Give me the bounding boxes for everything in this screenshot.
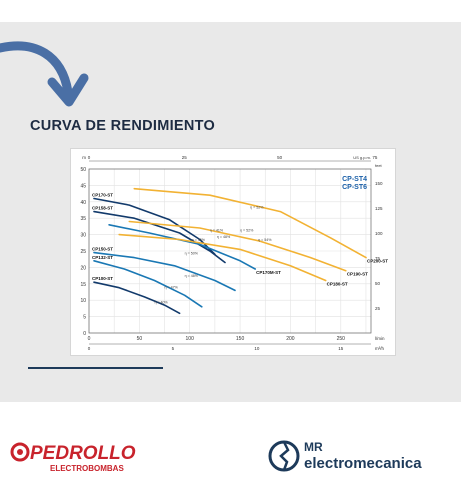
y-axis-label-m: m xyxy=(82,155,86,160)
x-tick-label-lmin: 50 xyxy=(137,336,143,342)
chart-title: CP-ST6 xyxy=(342,184,367,191)
pedrollo-subtitle: ELECTROBOMBAS xyxy=(50,464,124,473)
y-tick-label: 0 xyxy=(83,331,86,337)
y-axis-label-ft: feet xyxy=(375,163,383,168)
series-line-cp180-st xyxy=(118,233,327,282)
x-tick-label-gpm: 0 xyxy=(88,155,91,160)
x-tick-label-m3h: 5 xyxy=(172,346,175,351)
efficiency-label: η = 48% xyxy=(185,274,199,278)
x-axis-label-lmin: l/min xyxy=(375,336,385,341)
x-tick-label-gpm: 75 xyxy=(372,155,378,160)
y-tick-label: 15 xyxy=(80,282,86,288)
page-heading: CURVA DE RENDIMIENTO xyxy=(30,118,216,134)
series-line-cp190-st xyxy=(128,220,347,272)
mr-electromecanica-logo: MR electromecanica xyxy=(268,440,422,472)
series-label: CP150-ST xyxy=(92,247,113,252)
x-tick-label-m3h: 15 xyxy=(338,346,344,351)
pedrollo-logo: PEDROLLO ELECTROBOMBAS xyxy=(10,442,136,473)
x-tick-label-m3h: 10 xyxy=(254,346,260,351)
x-tick-label-m3h: 0 xyxy=(88,346,91,351)
x-axis-label-m3h: m³/h xyxy=(375,346,384,351)
series-line-cp100-st xyxy=(93,281,181,315)
series-label: CP200-ST xyxy=(367,259,388,264)
efficiency-label: η = 40% xyxy=(154,300,168,304)
pedrollo-wordmark: PEDROLLO xyxy=(30,443,136,464)
series-line-cp150-st xyxy=(93,251,236,292)
series-label: CP100-ST xyxy=(92,276,113,281)
series-label: CP158-ST xyxy=(92,206,113,211)
efficiency-label: η = 54% xyxy=(258,238,272,242)
series-label: CP132-ST xyxy=(92,255,113,260)
y-tick-label-ft: 100 xyxy=(375,231,383,236)
y-tick-label: 10 xyxy=(80,298,86,304)
efficiency-label: η = 45% xyxy=(192,238,206,242)
series-label: CP170-ST xyxy=(92,193,113,198)
y-tick-label: 50 xyxy=(80,167,86,173)
efficiency-label: η = 41% xyxy=(210,228,224,232)
y-tick-label-ft: 75 xyxy=(375,256,381,261)
x-tick-label-lmin: 0 xyxy=(88,336,91,342)
series-label: CP190-ST xyxy=(347,272,368,277)
x-axis-label-gpm: US g.p.m. xyxy=(353,155,371,160)
x-tick-label-gpm: 50 xyxy=(277,155,283,160)
series-line-cp200-st xyxy=(133,187,367,259)
y-tick-label: 5 xyxy=(83,315,86,321)
series-label: CP180-ST xyxy=(327,282,348,287)
performance-chart: 0 5 10 15 20 25 30 35 40 45 50 0 50 100 150 200 250 l/min… xyxy=(70,148,396,356)
x-tick-label-lmin: 250 xyxy=(337,336,346,342)
y-tick-label: 40 xyxy=(80,200,86,206)
x-tick-label-lmin: 150 xyxy=(236,336,245,342)
efficiency-label: η = 47% xyxy=(165,286,179,290)
series-line-cp132-st xyxy=(93,260,203,308)
y-tick-label-ft: 125 xyxy=(375,206,383,211)
y-tick-label: 30 xyxy=(80,233,86,239)
x-tick-label-gpm: 25 xyxy=(182,155,188,160)
x-tick-label-lmin: 100 xyxy=(186,336,195,342)
plot-frame xyxy=(88,168,372,334)
y-tick-label-ft: 25 xyxy=(375,306,381,311)
efficiency-label: η = 52% xyxy=(250,205,264,209)
y-tick-label: 45 xyxy=(80,183,86,189)
divider-line xyxy=(28,367,163,369)
mr-wordmark: MR xyxy=(304,440,323,454)
efficiency-label: η = 52% xyxy=(240,228,254,232)
x-tick-label-lmin: 200 xyxy=(286,336,295,342)
electromecanica-wordmark: electromecanica xyxy=(304,455,422,472)
series-line-cp170m-st xyxy=(108,224,256,270)
y-tick-label: 20 xyxy=(80,265,86,271)
y-tick-label: 35 xyxy=(80,216,86,222)
y-tick-label: 25 xyxy=(80,249,86,255)
efficiency-label: η = 48% xyxy=(217,235,231,239)
chart-title: CP-ST4 xyxy=(342,176,367,183)
curved-arrow-icon xyxy=(0,41,89,107)
efficiency-label: η = 50% xyxy=(185,251,199,255)
y-tick-label-ft: 50 xyxy=(375,281,381,286)
y-tick-label-ft: 150 xyxy=(375,181,383,186)
series-label: CP170M-ST xyxy=(256,270,281,275)
